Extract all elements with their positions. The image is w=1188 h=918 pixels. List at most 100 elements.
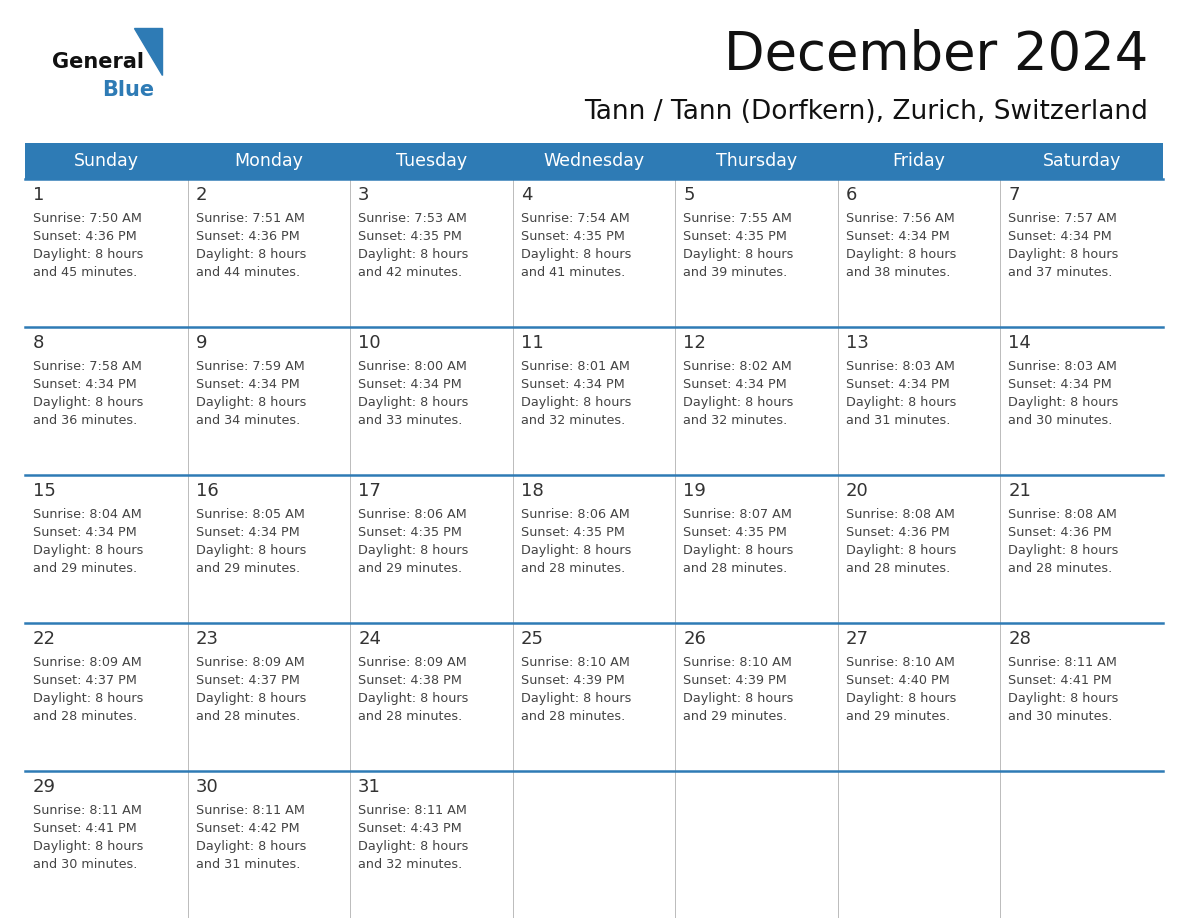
Text: Daylight: 8 hours: Daylight: 8 hours <box>683 692 794 705</box>
Text: Sunset: 4:39 PM: Sunset: 4:39 PM <box>520 674 625 687</box>
Text: 31: 31 <box>358 778 381 796</box>
Text: 13: 13 <box>846 334 868 352</box>
Text: Thursday: Thursday <box>716 152 797 170</box>
Text: and 30 minutes.: and 30 minutes. <box>1009 710 1113 723</box>
Text: Sunset: 4:34 PM: Sunset: 4:34 PM <box>33 378 137 391</box>
Text: Sunrise: 8:00 AM: Sunrise: 8:00 AM <box>358 360 467 373</box>
Text: Sunrise: 8:10 AM: Sunrise: 8:10 AM <box>846 656 955 669</box>
Text: Sunset: 4:35 PM: Sunset: 4:35 PM <box>683 526 788 539</box>
Text: Sunrise: 8:01 AM: Sunrise: 8:01 AM <box>520 360 630 373</box>
Text: Daylight: 8 hours: Daylight: 8 hours <box>846 692 956 705</box>
Text: Daylight: 8 hours: Daylight: 8 hours <box>358 248 468 261</box>
Text: Sunset: 4:36 PM: Sunset: 4:36 PM <box>33 230 137 243</box>
Text: Sunset: 4:37 PM: Sunset: 4:37 PM <box>33 674 137 687</box>
Text: Daylight: 8 hours: Daylight: 8 hours <box>520 396 631 409</box>
Text: Sunrise: 8:03 AM: Sunrise: 8:03 AM <box>846 360 955 373</box>
Text: Sunset: 4:35 PM: Sunset: 4:35 PM <box>358 230 462 243</box>
Text: Sunset: 4:34 PM: Sunset: 4:34 PM <box>846 230 949 243</box>
Text: Sunrise: 8:07 AM: Sunrise: 8:07 AM <box>683 508 792 521</box>
Text: 16: 16 <box>196 482 219 500</box>
Text: Sunrise: 7:54 AM: Sunrise: 7:54 AM <box>520 212 630 225</box>
Text: Sunrise: 8:09 AM: Sunrise: 8:09 AM <box>33 656 141 669</box>
Text: Daylight: 8 hours: Daylight: 8 hours <box>196 544 307 557</box>
Text: 5: 5 <box>683 186 695 204</box>
Text: 2: 2 <box>196 186 207 204</box>
Text: Sunrise: 7:58 AM: Sunrise: 7:58 AM <box>33 360 141 373</box>
Text: Sunrise: 8:11 AM: Sunrise: 8:11 AM <box>1009 656 1117 669</box>
Text: Sunrise: 8:09 AM: Sunrise: 8:09 AM <box>196 656 304 669</box>
Text: Sunset: 4:41 PM: Sunset: 4:41 PM <box>33 822 137 835</box>
Text: Sunset: 4:38 PM: Sunset: 4:38 PM <box>358 674 462 687</box>
Text: 20: 20 <box>846 482 868 500</box>
Text: Daylight: 8 hours: Daylight: 8 hours <box>33 840 144 853</box>
Text: and 44 minutes.: and 44 minutes. <box>196 266 299 279</box>
Text: Sunset: 4:34 PM: Sunset: 4:34 PM <box>683 378 786 391</box>
Text: 26: 26 <box>683 630 706 648</box>
Text: Friday: Friday <box>892 152 946 170</box>
Text: Daylight: 8 hours: Daylight: 8 hours <box>33 692 144 705</box>
Bar <box>25 179 1163 327</box>
Text: Tuesday: Tuesday <box>396 152 467 170</box>
Text: Sunset: 4:43 PM: Sunset: 4:43 PM <box>358 822 462 835</box>
Text: Sunset: 4:35 PM: Sunset: 4:35 PM <box>683 230 788 243</box>
Text: and 31 minutes.: and 31 minutes. <box>196 858 299 871</box>
Bar <box>25 475 1163 623</box>
Text: 19: 19 <box>683 482 706 500</box>
Text: Daylight: 8 hours: Daylight: 8 hours <box>1009 248 1119 261</box>
Text: 4: 4 <box>520 186 532 204</box>
Text: and 29 minutes.: and 29 minutes. <box>846 710 950 723</box>
Text: and 32 minutes.: and 32 minutes. <box>683 414 788 427</box>
Text: Daylight: 8 hours: Daylight: 8 hours <box>33 544 144 557</box>
Text: Sunset: 4:34 PM: Sunset: 4:34 PM <box>196 378 299 391</box>
Text: 24: 24 <box>358 630 381 648</box>
Text: 11: 11 <box>520 334 543 352</box>
Text: and 34 minutes.: and 34 minutes. <box>196 414 299 427</box>
Text: Daylight: 8 hours: Daylight: 8 hours <box>358 692 468 705</box>
Text: and 28 minutes.: and 28 minutes. <box>683 562 788 575</box>
Text: Sunset: 4:36 PM: Sunset: 4:36 PM <box>196 230 299 243</box>
Text: Sunset: 4:36 PM: Sunset: 4:36 PM <box>1009 526 1112 539</box>
Text: 18: 18 <box>520 482 543 500</box>
Text: and 41 minutes.: and 41 minutes. <box>520 266 625 279</box>
Text: Sunrise: 8:03 AM: Sunrise: 8:03 AM <box>1009 360 1117 373</box>
Bar <box>25 623 1163 771</box>
Text: Sunrise: 8:08 AM: Sunrise: 8:08 AM <box>846 508 955 521</box>
Text: Sunrise: 7:55 AM: Sunrise: 7:55 AM <box>683 212 792 225</box>
Text: 30: 30 <box>196 778 219 796</box>
Text: Daylight: 8 hours: Daylight: 8 hours <box>196 840 307 853</box>
Text: Daylight: 8 hours: Daylight: 8 hours <box>196 692 307 705</box>
Text: Sunrise: 7:56 AM: Sunrise: 7:56 AM <box>846 212 955 225</box>
Text: Daylight: 8 hours: Daylight: 8 hours <box>196 396 307 409</box>
Text: Daylight: 8 hours: Daylight: 8 hours <box>846 248 956 261</box>
Text: 22: 22 <box>33 630 56 648</box>
Text: and 29 minutes.: and 29 minutes. <box>683 710 788 723</box>
Text: Tann / Tann (Dorfkern), Zurich, Switzerland: Tann / Tann (Dorfkern), Zurich, Switzerl… <box>584 99 1148 125</box>
Text: 25: 25 <box>520 630 544 648</box>
Text: 17: 17 <box>358 482 381 500</box>
Text: Sunrise: 8:09 AM: Sunrise: 8:09 AM <box>358 656 467 669</box>
Text: Sunrise: 8:06 AM: Sunrise: 8:06 AM <box>520 508 630 521</box>
Text: and 39 minutes.: and 39 minutes. <box>683 266 788 279</box>
Text: Blue: Blue <box>102 80 154 100</box>
Text: 15: 15 <box>33 482 56 500</box>
Text: and 29 minutes.: and 29 minutes. <box>358 562 462 575</box>
Text: Daylight: 8 hours: Daylight: 8 hours <box>846 544 956 557</box>
Bar <box>25 771 1163 918</box>
Text: Daylight: 8 hours: Daylight: 8 hours <box>1009 692 1119 705</box>
Text: and 28 minutes.: and 28 minutes. <box>196 710 299 723</box>
Text: and 32 minutes.: and 32 minutes. <box>358 858 462 871</box>
Text: Sunrise: 7:50 AM: Sunrise: 7:50 AM <box>33 212 141 225</box>
Bar <box>25 143 1163 179</box>
Text: 8: 8 <box>33 334 44 352</box>
Text: 3: 3 <box>358 186 369 204</box>
Text: 12: 12 <box>683 334 706 352</box>
Text: Daylight: 8 hours: Daylight: 8 hours <box>1009 396 1119 409</box>
Text: 21: 21 <box>1009 482 1031 500</box>
Text: Saturday: Saturday <box>1043 152 1121 170</box>
Polygon shape <box>134 28 162 75</box>
Text: Daylight: 8 hours: Daylight: 8 hours <box>1009 544 1119 557</box>
Text: Daylight: 8 hours: Daylight: 8 hours <box>520 248 631 261</box>
Text: Monday: Monday <box>234 152 303 170</box>
Text: Sunrise: 8:05 AM: Sunrise: 8:05 AM <box>196 508 304 521</box>
Text: and 28 minutes.: and 28 minutes. <box>358 710 462 723</box>
